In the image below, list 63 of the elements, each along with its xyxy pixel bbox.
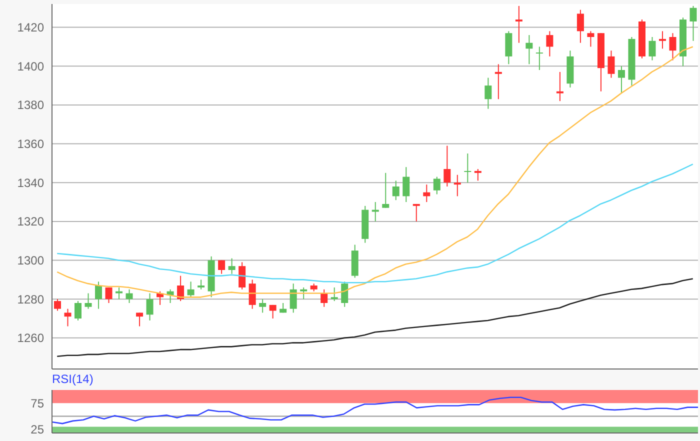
y-tick-label: 1260 bbox=[17, 331, 44, 346]
y-tick-label: 1340 bbox=[17, 176, 44, 190]
candlestick bbox=[608, 50, 615, 78]
chart-title: RSI(14) bbox=[51, 372, 94, 386]
line-series bbox=[51, 396, 699, 424]
candlestick bbox=[587, 30, 594, 48]
candlestick bbox=[330, 286, 338, 302]
candlestick bbox=[105, 286, 112, 304]
candlestick bbox=[505, 30, 512, 65]
candlestick bbox=[238, 262, 246, 290]
y-tick-label: 25 bbox=[30, 422, 44, 437]
candlestick bbox=[269, 304, 276, 320]
candlestick bbox=[526, 34, 533, 65]
candlestick bbox=[341, 281, 348, 308]
candlestick bbox=[74, 300, 82, 321]
candlestick bbox=[412, 203, 420, 222]
candlestick bbox=[300, 286, 308, 300]
candlestick bbox=[515, 5, 522, 44]
y-tick-label: 1420 bbox=[17, 20, 44, 35]
candlestick bbox=[228, 258, 236, 274]
y-tick-label: 1300 bbox=[17, 254, 44, 268]
candlestick bbox=[64, 308, 72, 327]
candlestick bbox=[126, 288, 133, 304]
candlestick bbox=[382, 172, 390, 208]
candlestick bbox=[290, 283, 297, 314]
candlestick bbox=[444, 145, 451, 187]
candlestick bbox=[402, 166, 410, 203]
candlestick bbox=[464, 152, 472, 184]
candlestick bbox=[259, 298, 266, 314]
candlestick bbox=[556, 71, 564, 102]
y-tick-label: 1380 bbox=[17, 98, 44, 112]
candlestick bbox=[198, 279, 205, 290]
candlestick bbox=[484, 77, 492, 110]
candlestick bbox=[248, 279, 256, 310]
candlestick bbox=[392, 180, 400, 201]
candlestick bbox=[474, 168, 482, 182]
candlestick bbox=[146, 292, 154, 321]
candlestick bbox=[320, 288, 328, 308]
candlestick bbox=[669, 32, 676, 61]
candlestick bbox=[546, 30, 554, 57]
candlestick bbox=[690, 5, 697, 42]
candlestick bbox=[136, 312, 144, 327]
candlestick bbox=[54, 298, 61, 312]
candlestick bbox=[95, 281, 102, 310]
candlestick bbox=[116, 286, 123, 300]
candlestick bbox=[423, 184, 430, 203]
candlestick bbox=[618, 66, 625, 94]
candlestick bbox=[84, 292, 92, 310]
candlestick bbox=[454, 174, 461, 197]
y-tick-label: 1320 bbox=[17, 214, 44, 229]
candlestick bbox=[536, 46, 543, 71]
candlestick bbox=[187, 281, 194, 298]
candlestick bbox=[494, 64, 502, 100]
candlestick bbox=[433, 176, 440, 195]
candlestick bbox=[658, 30, 666, 50]
y-tick-label: 75 bbox=[30, 396, 44, 410]
candlestick bbox=[218, 260, 226, 274]
y-tick-label: 1280 bbox=[17, 292, 44, 306]
line-series bbox=[56, 278, 694, 358]
candlestick bbox=[576, 9, 584, 44]
y-tick-label: 1400 bbox=[17, 59, 44, 74]
y-tick-label: 1360 bbox=[17, 137, 44, 152]
candlestick bbox=[648, 36, 656, 61]
